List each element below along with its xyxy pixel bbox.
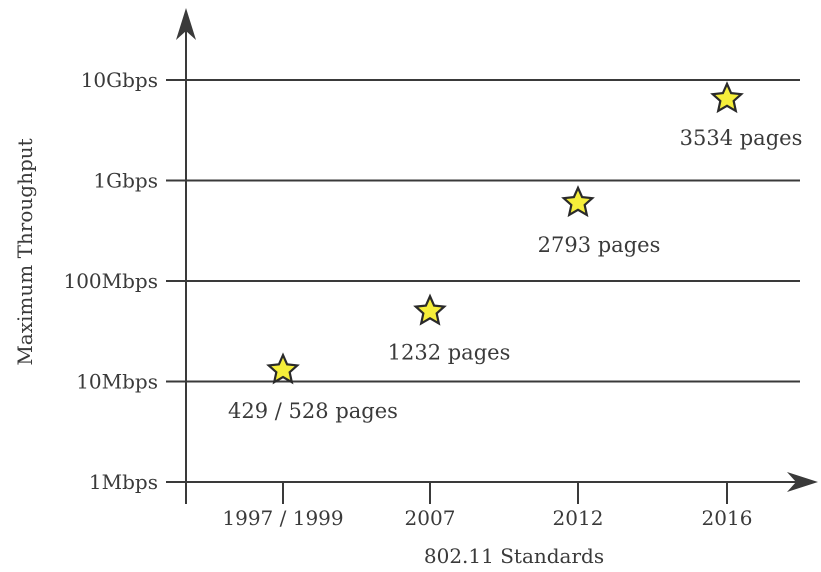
y-tick-label: 1Gbps: [93, 169, 158, 193]
x-tick-label: 2012: [553, 506, 604, 530]
x-ticks: 1997 / 1999 2007 2012 2016: [222, 482, 752, 530]
y-tick-label: 10Mbps: [76, 370, 158, 394]
point-label: 2793 pages: [538, 233, 661, 257]
y-ticks: 1Mbps 10Mbps 100Mbps 1Gbps 10Gbps: [63, 68, 186, 494]
point-label: 1232 pages: [388, 340, 511, 364]
x-tick-label: 1997 / 1999: [222, 506, 343, 530]
y-axis-title: Maximum Throughput: [13, 138, 37, 365]
y-axis-arrowhead: [176, 8, 196, 40]
y-tick-label: 1Mbps: [89, 470, 158, 494]
x-axis-title: 802.11 Standards: [424, 544, 604, 568]
point-label: 3534 pages: [680, 126, 803, 150]
point-label: 429 / 528 pages: [228, 399, 398, 423]
star-marker-icon: [710, 81, 744, 114]
grid-lines: [186, 79, 800, 383]
star-marker-icon: [266, 352, 300, 385]
star-marker-icon: [561, 185, 595, 218]
x-tick-label: 2016: [702, 506, 753, 530]
data-points: 429 / 528 pages 1232 pages 2793 pages 3534 …: [228, 81, 803, 423]
axes: [166, 8, 818, 504]
y-tick-label: 10Gbps: [81, 68, 158, 92]
y-tick-label: 100Mbps: [63, 269, 158, 293]
star-marker-icon: [413, 293, 447, 326]
x-tick-label: 2007: [405, 506, 456, 530]
x-axis-arrowhead: [787, 472, 818, 492]
